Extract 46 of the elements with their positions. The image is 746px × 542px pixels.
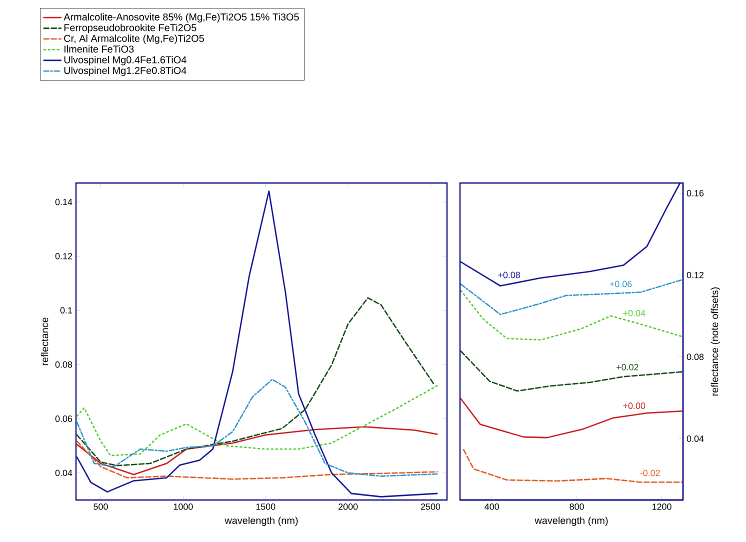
line-series xyxy=(76,378,438,477)
y-axis-title: reflectance xyxy=(40,318,48,366)
x-axis-title: wavelength (nm) xyxy=(534,516,608,526)
annotation: +0.04 xyxy=(623,310,646,316)
line-series xyxy=(76,384,438,456)
y-tick-label: 0.04 xyxy=(686,435,704,442)
legend-label: Cr, Al Armalcolite (Mg,Fe)Ti2O5 xyxy=(64,34,204,44)
x-tick-label: 2500 xyxy=(420,504,440,510)
x-tick-label: 1500 xyxy=(256,504,276,510)
annotation: -0.02 xyxy=(640,470,660,476)
line-series xyxy=(462,448,684,483)
legend-label: Ferropseudobrookite FeTi2O5 xyxy=(64,24,196,34)
y-tick-label: 0.12 xyxy=(686,272,704,278)
y-tick-label: 0.08 xyxy=(686,354,704,360)
annotation: +0.02 xyxy=(616,364,638,370)
x-tick-label: 1000 xyxy=(174,504,193,510)
line-series xyxy=(76,426,438,476)
x-tick-label: 500 xyxy=(94,504,108,510)
y-tick-label: 0.04 xyxy=(55,470,72,476)
legend-label: Ulvospinel Mg0.4Fe1.6TiO4 xyxy=(64,56,186,66)
y-tick-label: 0.14 xyxy=(55,198,72,206)
annotation: +0.00 xyxy=(623,402,646,409)
y-tick-label: 0.16 xyxy=(686,190,704,196)
y-tick-label: 0.12 xyxy=(55,252,72,260)
x-tick-label: 400 xyxy=(484,504,499,510)
line-series xyxy=(460,398,684,438)
y-axis-title: reflectance (note offsets) xyxy=(710,287,720,396)
x-tick-label: 2000 xyxy=(338,504,358,510)
y-tick-label: 0.1 xyxy=(60,307,72,314)
legend-label: Ilmenite FeTiO3 xyxy=(64,45,134,53)
line-series xyxy=(76,297,435,466)
line-series xyxy=(460,350,684,392)
x-axis-title: wavelength (nm) xyxy=(224,516,298,526)
legend-label: Ulvospinel Mg1.2Fe0.8TiO4 xyxy=(64,66,186,76)
x-tick-label: 1200 xyxy=(652,504,672,510)
annotation: +0.06 xyxy=(610,280,632,288)
line-series xyxy=(76,190,438,498)
line-series xyxy=(460,278,684,316)
line-series xyxy=(76,440,438,480)
legend-label: Armalcolite-Anosovite 85% (Mg,Fe)Ti2O5 15% Ti3O5 xyxy=(64,13,299,22)
y-tick-label: 0.06 xyxy=(55,416,72,422)
line-series xyxy=(460,290,684,341)
line-series xyxy=(460,182,681,287)
annotation: +0.08 xyxy=(498,272,520,278)
x-tick-label: 800 xyxy=(570,504,584,510)
y-tick-label: 0.08 xyxy=(55,361,72,368)
